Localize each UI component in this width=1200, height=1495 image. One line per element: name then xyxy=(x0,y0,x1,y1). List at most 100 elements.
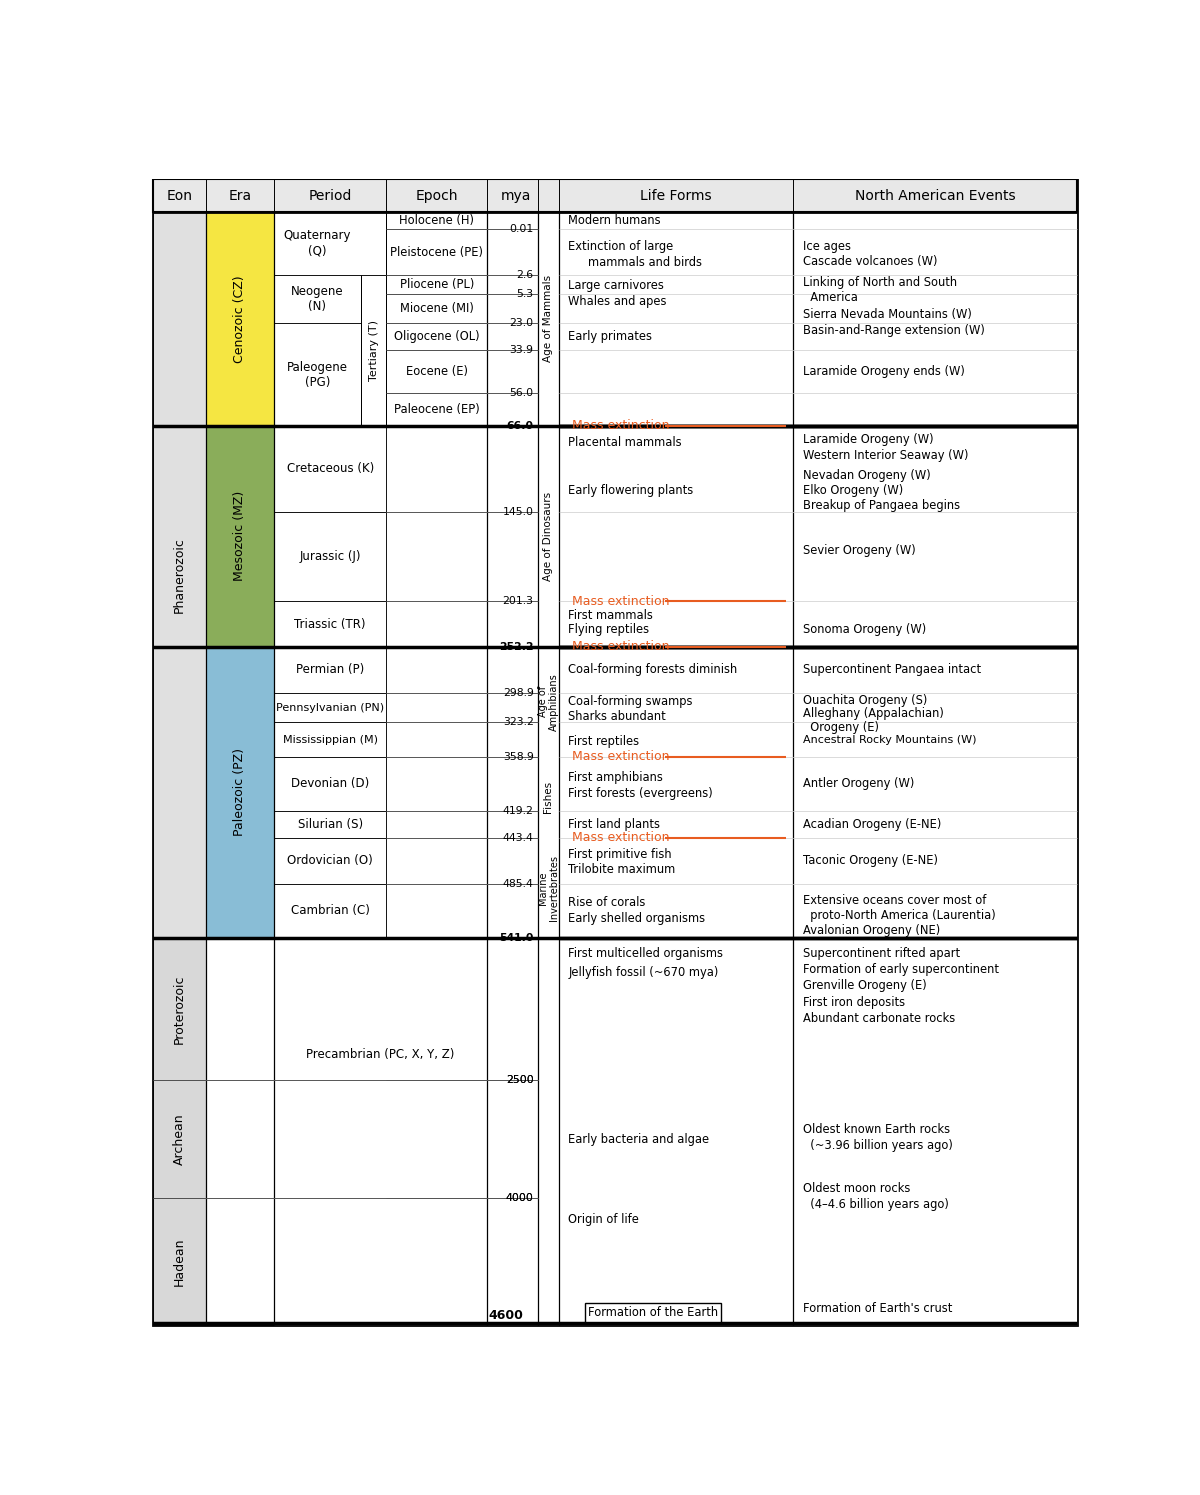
Text: Ice ages: Ice ages xyxy=(803,239,851,253)
Bar xyxy=(386,212,487,229)
Text: 0.01: 0.01 xyxy=(509,224,534,235)
Text: (~3.96 billion years ago): (~3.96 billion years ago) xyxy=(803,1139,953,1151)
Bar xyxy=(386,647,487,937)
Text: Mass extinction: Mass extinction xyxy=(572,750,670,764)
Text: Basin-and-Range extension (W): Basin-and-Range extension (W) xyxy=(803,324,984,336)
Text: Oldest moon rocks: Oldest moon rocks xyxy=(803,1181,910,1195)
Text: 23.0: 23.0 xyxy=(510,318,534,329)
Bar xyxy=(386,426,487,647)
Text: Early bacteria and algae: Early bacteria and algae xyxy=(569,1133,709,1145)
Bar xyxy=(274,837,386,884)
Text: Sierra Nevada Mountains (W): Sierra Nevada Mountains (W) xyxy=(803,308,972,321)
Bar xyxy=(386,275,487,295)
Text: Western Interior Seaway (W): Western Interior Seaway (W) xyxy=(803,448,968,462)
Text: 56.0: 56.0 xyxy=(510,387,534,398)
Text: Hadean: Hadean xyxy=(173,1238,186,1286)
Text: Marine
Invertebrates: Marine Invertebrates xyxy=(538,855,559,921)
Bar xyxy=(206,937,274,1325)
Bar xyxy=(386,350,487,393)
Text: 4600: 4600 xyxy=(488,1308,523,1322)
Text: Ouachita Orogeny (S): Ouachita Orogeny (S) xyxy=(803,694,926,707)
Text: Rise of corals: Rise of corals xyxy=(569,896,646,909)
Text: Oldest known Earth rocks: Oldest known Earth rocks xyxy=(803,1123,949,1136)
Bar xyxy=(386,323,487,350)
Text: Formation of Earth's crust: Formation of Earth's crust xyxy=(803,1302,952,1314)
Text: 5.3: 5.3 xyxy=(516,289,534,299)
Text: Cambrian (C): Cambrian (C) xyxy=(290,904,370,918)
Text: 541.0: 541.0 xyxy=(499,933,534,943)
Text: 419.2: 419.2 xyxy=(503,806,534,816)
Text: Extinction of large: Extinction of large xyxy=(569,241,673,253)
Text: Phanerozoic: Phanerozoic xyxy=(173,537,186,613)
Bar xyxy=(154,937,206,1081)
Text: Formation of the Earth: Formation of the Earth xyxy=(588,1307,718,1320)
Text: Nevadan Orogeny (W): Nevadan Orogeny (W) xyxy=(803,468,930,481)
Text: Mass extinction: Mass extinction xyxy=(572,419,670,432)
Bar xyxy=(274,694,386,722)
Bar xyxy=(559,212,1076,1325)
Text: Acadian Orogeny (E-NE): Acadian Orogeny (E-NE) xyxy=(803,818,941,831)
Text: Linking of North and South: Linking of North and South xyxy=(803,277,956,289)
Text: 4000: 4000 xyxy=(505,1193,534,1203)
Bar xyxy=(154,1197,206,1325)
Bar xyxy=(274,937,487,1325)
Text: mya: mya xyxy=(502,188,532,202)
Text: Early shelled organisms: Early shelled organisms xyxy=(569,912,706,925)
Text: 2500: 2500 xyxy=(506,1075,534,1085)
Text: Triassic (TR): Triassic (TR) xyxy=(294,617,366,631)
Text: First forests (evergreens): First forests (evergreens) xyxy=(569,786,713,800)
Bar xyxy=(154,179,1076,212)
Bar xyxy=(274,722,386,756)
Text: Large carnivores: Large carnivores xyxy=(569,280,665,292)
Text: Flying reptiles: Flying reptiles xyxy=(569,623,649,637)
Text: Coal-forming swamps: Coal-forming swamps xyxy=(569,695,694,709)
Text: Miocene (MI): Miocene (MI) xyxy=(400,302,474,315)
Text: Supercontinent rifted apart: Supercontinent rifted apart xyxy=(803,946,960,960)
Text: 443.4: 443.4 xyxy=(503,833,534,843)
Text: Fishes: Fishes xyxy=(544,782,553,813)
Bar xyxy=(206,647,274,937)
Text: Extensive oceans cover most of: Extensive oceans cover most of xyxy=(803,894,986,906)
Text: First multicelled organisms: First multicelled organisms xyxy=(569,946,724,960)
Bar xyxy=(154,212,206,937)
Text: Life Forms: Life Forms xyxy=(641,188,712,202)
Text: proto-North America (Laurentia): proto-North America (Laurentia) xyxy=(803,909,995,922)
Text: Jellyfish fossil (~670 mya): Jellyfish fossil (~670 mya) xyxy=(569,966,719,979)
Text: Sevier Orogeny (W): Sevier Orogeny (W) xyxy=(803,544,916,558)
Bar xyxy=(274,884,386,937)
Text: Neogene
(N): Neogene (N) xyxy=(292,286,343,312)
Text: Mesozoic (MZ): Mesozoic (MZ) xyxy=(233,492,246,582)
Text: First reptiles: First reptiles xyxy=(569,736,640,749)
Text: Silurian (S): Silurian (S) xyxy=(298,818,362,831)
Text: Supercontinent Pangaea intact: Supercontinent Pangaea intact xyxy=(803,664,980,676)
Text: First amphibians: First amphibians xyxy=(569,771,664,785)
Text: Precambrian (PC, X, Y, Z): Precambrian (PC, X, Y, Z) xyxy=(306,1048,455,1061)
Bar xyxy=(274,275,361,323)
Text: Era: Era xyxy=(228,188,252,202)
Text: Mass extinction: Mass extinction xyxy=(572,831,670,845)
Bar xyxy=(361,275,386,426)
Text: Laramide Orogeny ends (W): Laramide Orogeny ends (W) xyxy=(803,365,965,378)
Text: Early flowering plants: Early flowering plants xyxy=(569,484,694,496)
Text: Coal-forming forests diminish: Coal-forming forests diminish xyxy=(569,664,738,676)
Text: Age of
Amphibians: Age of Amphibians xyxy=(538,673,559,731)
Text: Archean: Archean xyxy=(173,1114,186,1165)
Text: Mass extinction: Mass extinction xyxy=(572,640,670,653)
Bar xyxy=(386,295,487,323)
Text: Eocene (E): Eocene (E) xyxy=(406,365,468,378)
Text: 66.0: 66.0 xyxy=(506,420,534,431)
Text: 2.6: 2.6 xyxy=(516,271,534,280)
Text: Placental mammals: Placental mammals xyxy=(569,437,682,448)
Text: Laramide Orogeny (W): Laramide Orogeny (W) xyxy=(803,434,934,446)
Text: Paleogene
(PG): Paleogene (PG) xyxy=(287,360,348,389)
Text: Paleozoic (PZ): Paleozoic (PZ) xyxy=(233,749,246,836)
Text: Sharks abundant: Sharks abundant xyxy=(569,710,666,722)
Text: Devonian (D): Devonian (D) xyxy=(292,777,370,791)
Text: Proterozoic: Proterozoic xyxy=(173,975,186,1044)
Text: Sonoma Orogeny (W): Sonoma Orogeny (W) xyxy=(803,623,926,637)
Text: America: America xyxy=(803,292,858,305)
Text: North American Events: North American Events xyxy=(854,188,1015,202)
Bar xyxy=(274,601,386,647)
Bar xyxy=(274,426,386,513)
Text: Breakup of Pangaea begins: Breakup of Pangaea begins xyxy=(803,499,960,513)
